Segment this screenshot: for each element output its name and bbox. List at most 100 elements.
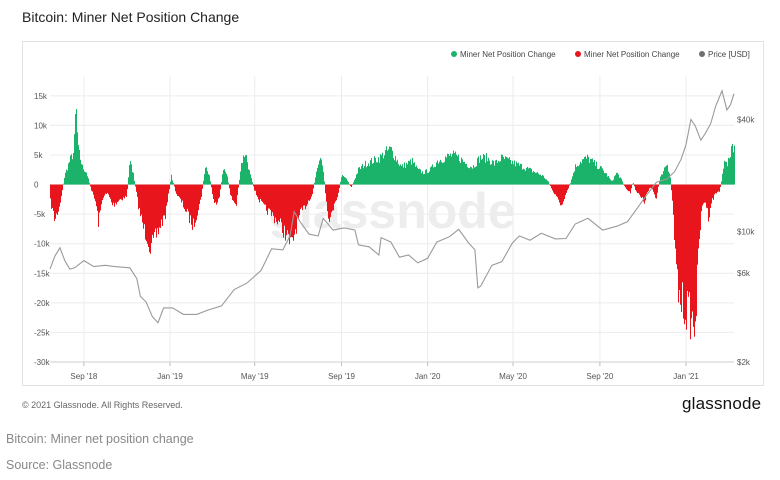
bar-positive — [437, 160, 438, 185]
bar-positive — [670, 177, 671, 185]
bar-positive — [608, 176, 609, 185]
bar-negative — [309, 184, 310, 201]
bar-positive — [541, 175, 542, 185]
bar-negative — [688, 184, 689, 297]
bar-positive — [593, 162, 594, 185]
bar-negative — [195, 184, 196, 223]
bar-negative — [180, 184, 181, 199]
bar-negative — [161, 184, 162, 220]
x-tick-label: Jan '20 — [415, 372, 441, 381]
bar-negative — [268, 184, 269, 209]
bar-negative — [679, 184, 680, 291]
bar-negative — [640, 184, 641, 197]
bar-positive — [423, 174, 424, 185]
bar-positive — [498, 161, 499, 185]
bar-positive — [582, 159, 583, 185]
bar-positive — [402, 164, 403, 185]
bar-negative — [135, 184, 136, 187]
bar-positive — [663, 171, 664, 185]
bar-positive — [581, 163, 582, 185]
bar-positive — [378, 157, 379, 185]
bar-negative — [199, 184, 200, 204]
bar-positive — [534, 172, 535, 185]
bar-positive — [531, 168, 532, 185]
bar-negative — [654, 184, 655, 195]
bar-positive — [341, 177, 342, 185]
bar-negative — [672, 184, 673, 201]
bar-positive — [324, 181, 325, 185]
bar-negative — [219, 184, 220, 198]
bar-positive — [409, 161, 410, 185]
bar-positive — [607, 176, 608, 185]
bar-negative — [98, 184, 99, 227]
bar-negative — [687, 184, 688, 291]
bar-negative — [162, 184, 163, 226]
bar-positive — [587, 154, 588, 185]
bar-positive — [387, 150, 388, 185]
bar-negative — [263, 184, 264, 204]
bar-negative — [144, 184, 145, 225]
bar-negative — [648, 184, 649, 191]
bar-positive — [89, 182, 90, 185]
bar-positive — [599, 168, 600, 185]
bar-negative — [121, 184, 122, 200]
bar-negative — [689, 184, 690, 293]
bar-positive — [431, 166, 432, 185]
glassnode-logo: glassnode — [682, 394, 762, 413]
bar-negative — [275, 184, 276, 218]
bar-positive — [538, 173, 539, 185]
bar-negative — [332, 184, 333, 211]
bar-negative — [119, 184, 120, 200]
bar-negative — [192, 184, 193, 230]
bar-positive — [619, 177, 620, 185]
bar-positive — [546, 179, 547, 185]
bar-positive — [415, 166, 416, 185]
bar-negative — [308, 184, 309, 201]
x-tick-label: Sep '18 — [70, 372, 97, 381]
bar-negative — [328, 184, 329, 219]
bar-positive — [580, 161, 581, 185]
bar-positive — [383, 158, 384, 185]
y-tick-label: 0 — [34, 181, 39, 190]
bar-positive — [69, 161, 70, 185]
bar-negative — [304, 184, 305, 206]
bar-positive — [204, 174, 205, 185]
bar-negative — [179, 184, 180, 198]
bar-positive — [725, 161, 726, 185]
bar-positive — [224, 169, 225, 185]
bar-positive — [577, 165, 578, 185]
bar-negative — [700, 184, 701, 231]
bar-positive — [579, 164, 580, 185]
bar-positive — [240, 171, 241, 185]
bar-positive — [347, 180, 348, 185]
price-tick-label: $40k — [737, 115, 755, 124]
bar-negative — [115, 184, 116, 203]
bar-positive — [477, 158, 478, 185]
bar-negative — [97, 184, 98, 211]
price-tick-label: $10k — [737, 228, 755, 237]
bar-positive — [592, 158, 593, 185]
bar-positive — [203, 180, 204, 185]
bar-negative — [113, 184, 114, 203]
bar-negative — [708, 184, 709, 222]
bar-negative — [627, 184, 628, 191]
bar-negative — [287, 184, 288, 231]
bar-positive — [721, 181, 722, 185]
bar-negative — [267, 184, 268, 215]
bar-positive — [491, 164, 492, 185]
bar-positive — [396, 161, 397, 185]
bar-negative — [139, 184, 140, 208]
bar-positive — [464, 161, 465, 185]
bar-positive — [80, 159, 81, 185]
bar-negative — [637, 184, 638, 194]
bar-positive — [474, 167, 475, 185]
bar-negative — [117, 184, 118, 203]
source-text: Source: Glassnode — [6, 458, 113, 472]
bar-positive — [620, 177, 621, 185]
bar-positive — [374, 156, 375, 185]
bar-negative — [651, 184, 652, 189]
bar-negative — [201, 184, 202, 197]
bar-negative — [681, 184, 682, 312]
bar-positive — [247, 162, 248, 185]
bar-positive — [504, 159, 505, 185]
